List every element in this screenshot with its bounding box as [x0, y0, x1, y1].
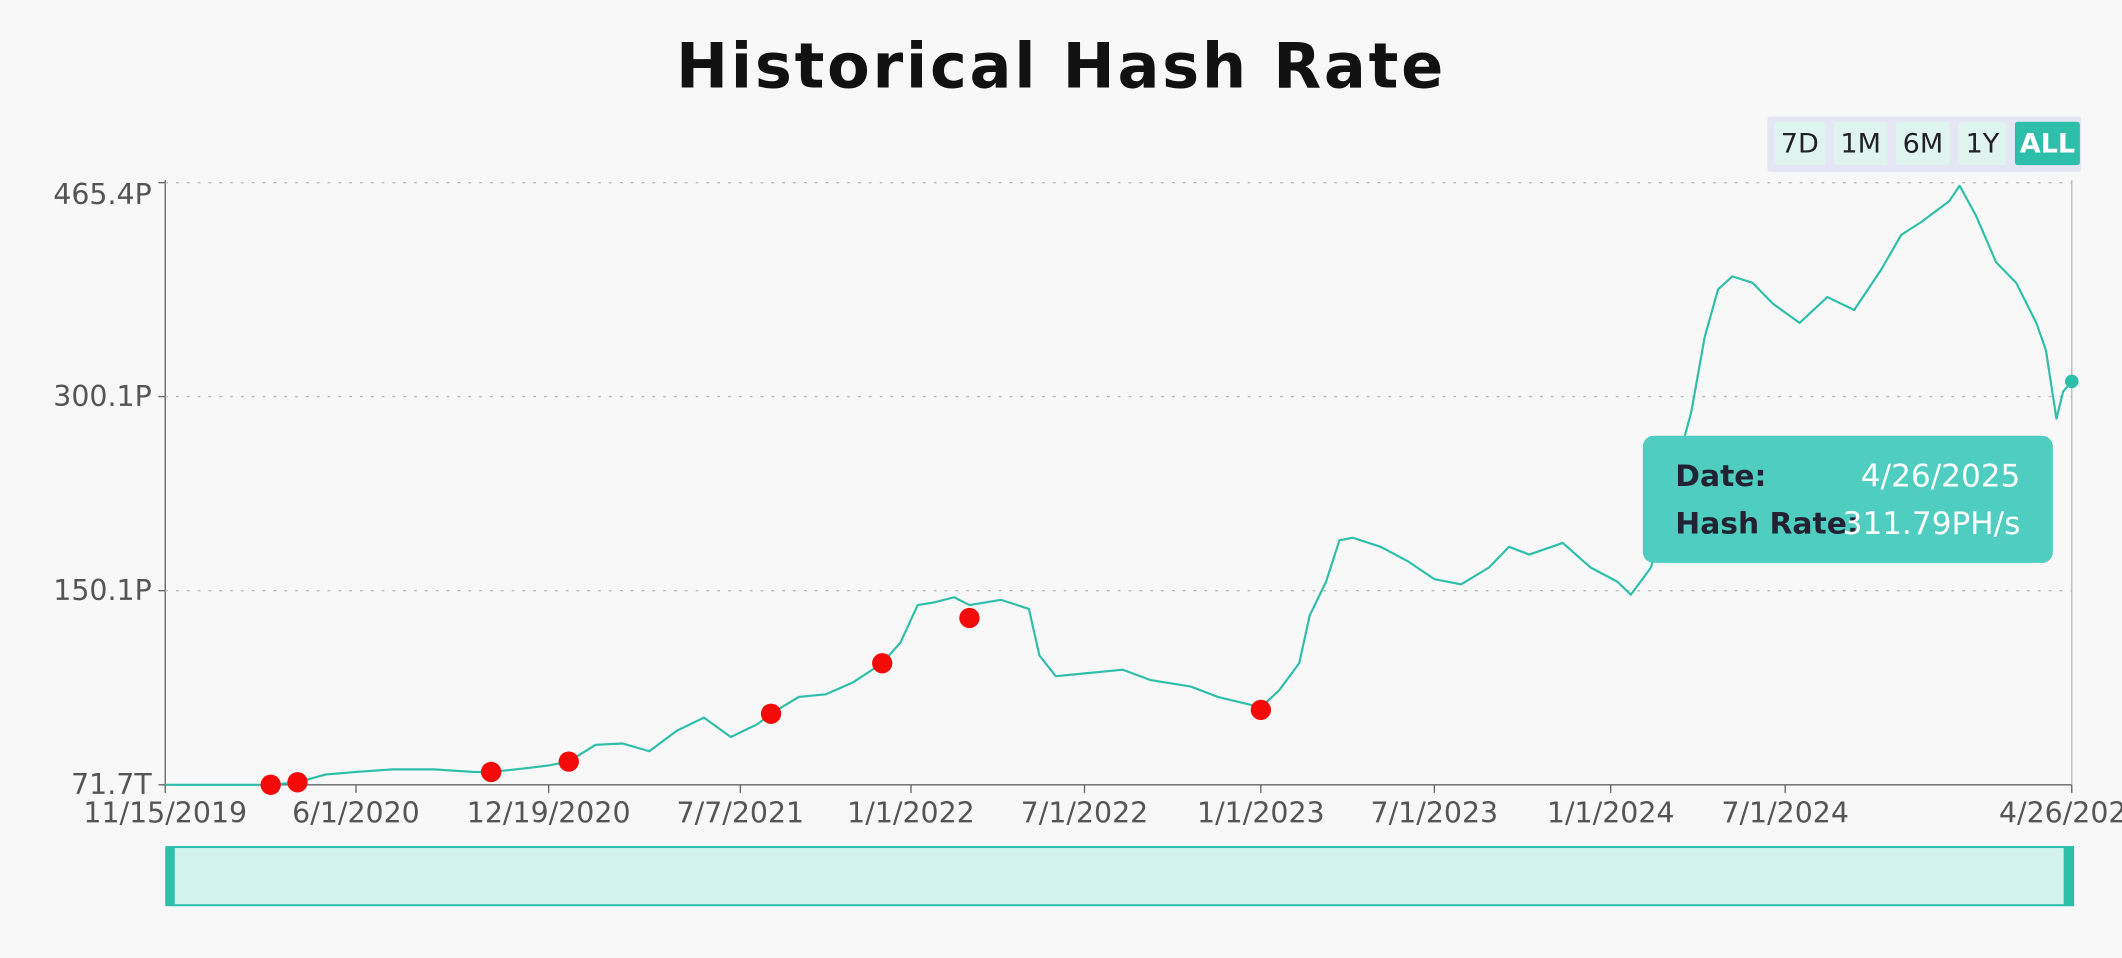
tooltip-date: 4/26/2025	[1861, 459, 2021, 495]
tooltip-value-title: Hash Rate:	[1675, 507, 1858, 542]
slider-handle[interactable]	[2063, 847, 2074, 906]
x-tick-label: 11/15/2019	[83, 797, 247, 830]
zoom-slider[interactable]	[165, 846, 2075, 907]
line-series	[165, 184, 2073, 786]
x-tick-label: 1/1/2022	[847, 797, 975, 830]
chart-title: Historical Hash Rate	[676, 29, 1446, 102]
range-button[interactable]	[1895, 121, 1950, 166]
range-button[interactable]	[1774, 121, 1826, 166]
y-tick-label: 300.1P	[53, 380, 151, 413]
range-button-label[interactable]: 1Y	[1966, 128, 2000, 159]
range-button[interactable]	[1958, 121, 2007, 166]
range-button[interactable]	[2014, 121, 2080, 166]
tooltip-value: 311.79PH/s	[1843, 506, 2021, 542]
range-button-label[interactable]: 6M	[1903, 128, 1944, 159]
x-tick-label: 7/1/2023	[1371, 797, 1499, 830]
x-tick-label: 7/1/2022	[1021, 797, 1149, 830]
x-tick-label: 7/1/2024	[1721, 797, 1849, 830]
slider-handle[interactable]	[165, 847, 175, 906]
tooltip-date-title: Date:	[1675, 459, 1766, 494]
highlight-point	[2065, 374, 2079, 389]
y-tick-label: 71.7T	[71, 768, 152, 801]
event-marker	[760, 703, 782, 724]
x-tick-label: 12/19/2020	[467, 797, 631, 830]
tooltip	[1642, 435, 2053, 563]
x-tick-label: 6/1/2020	[292, 797, 420, 830]
event-marker	[260, 774, 281, 795]
x-tick-label: 4/26/2025	[1999, 797, 2122, 830]
event-marker	[872, 653, 893, 674]
range-button-label[interactable]: ALL	[2020, 128, 2075, 159]
x-tick-label: 7/7/2021	[677, 797, 805, 830]
y-tick-label: 465.4P	[53, 178, 151, 211]
event-marker	[287, 772, 308, 793]
x-tick-label: 1/1/2023	[1197, 797, 1325, 830]
event-marker	[558, 751, 579, 772]
event-marker	[480, 761, 502, 783]
range-button-label[interactable]: 1M	[1840, 128, 1881, 159]
range-button-label[interactable]: 7D	[1781, 128, 1819, 159]
x-tick-label: 1/1/2024	[1547, 797, 1675, 830]
event-marker	[1250, 699, 1271, 720]
range-button[interactable]	[1833, 121, 1888, 166]
event-marker	[959, 607, 980, 629]
y-tick-label: 150.1P	[53, 574, 151, 607]
